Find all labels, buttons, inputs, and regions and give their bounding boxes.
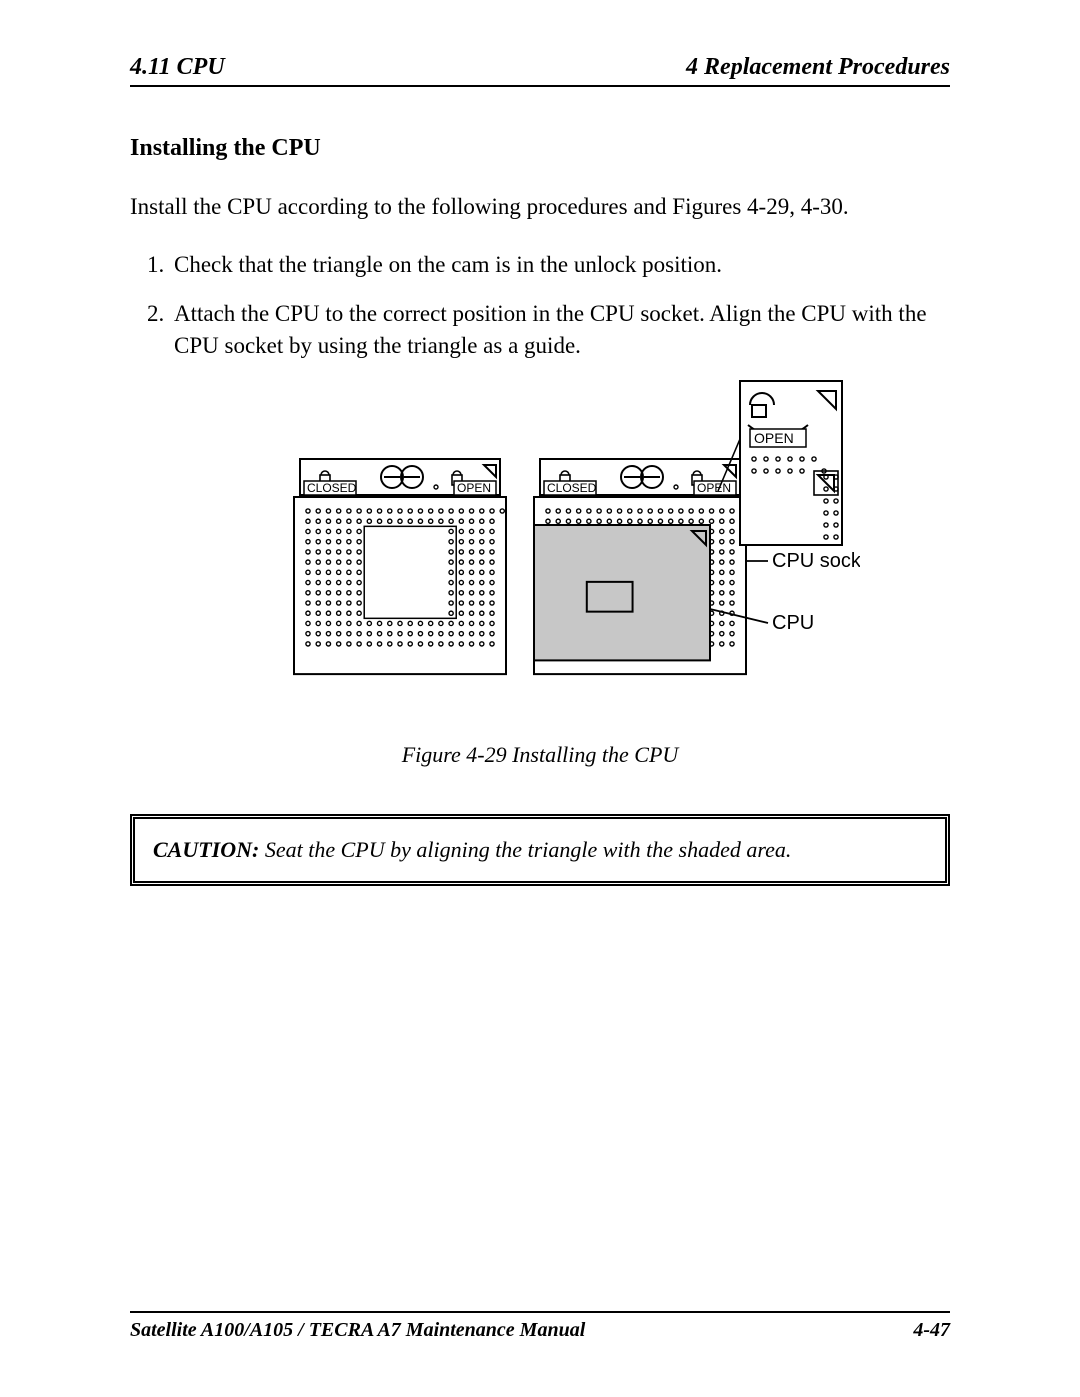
cpu-install-diagram: CLOSED OPEN CLOSED OPEN OPEN CPU socket CPU	[220, 379, 860, 719]
figure: CLOSED OPEN CLOSED OPEN OPEN CPU socket CPU	[130, 379, 950, 724]
header-right: 4 Replacement Procedures	[686, 55, 950, 79]
page: 4.11 CPU 4 Replacement Procedures Instal…	[0, 0, 1080, 1397]
step-item: Check that the triangle on the cam is in…	[170, 249, 950, 280]
intro-paragraph: Install the CPU according to the followi…	[130, 192, 950, 221]
caution-text: Seat the CPU by aligning the triangle wi…	[259, 837, 791, 862]
header-rule	[130, 85, 950, 87]
step-item: Attach the CPU to the correct position i…	[170, 298, 950, 360]
install-steps: Check that the triangle on the cam is in…	[130, 249, 950, 360]
footer-manual: Satellite A100/A105 / TECRA A7 Maintenan…	[130, 1319, 585, 1342]
svg-text:CLOSED: CLOSED	[547, 481, 597, 495]
figure-caption: Figure 4-29 Installing the CPU	[130, 742, 950, 768]
caution-label: CAUTION:	[153, 837, 259, 862]
section-title: Installing the CPU	[130, 135, 950, 162]
caution-box: CAUTION: Seat the CPU by aligning the tr…	[130, 814, 950, 886]
page-header: 4.11 CPU 4 Replacement Procedures	[130, 55, 950, 79]
footer-rule	[130, 1311, 950, 1313]
svg-text:CPU socket: CPU socket	[772, 550, 860, 572]
svg-text:OPEN: OPEN	[457, 481, 491, 495]
footer-page: 4-47	[913, 1319, 950, 1342]
svg-text:CPU: CPU	[772, 612, 814, 634]
svg-text:OPEN: OPEN	[754, 430, 794, 446]
header-left: 4.11 CPU	[130, 55, 225, 79]
svg-text:OPEN: OPEN	[697, 481, 731, 495]
svg-text:CLOSED: CLOSED	[307, 481, 357, 495]
page-footer: Satellite A100/A105 / TECRA A7 Maintenan…	[130, 1311, 950, 1342]
